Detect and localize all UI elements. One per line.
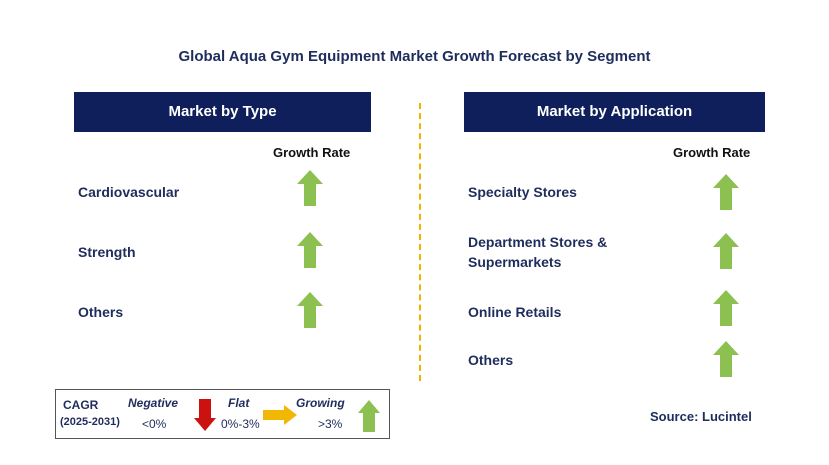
type-label-others: Others xyxy=(78,304,124,320)
application-label-line: Department Stores & xyxy=(468,234,608,250)
page-title: Global Aqua Gym Equipment Market Growth … xyxy=(178,48,651,65)
cagr-legend: CAGR (2025-2031) Negative <0% Flat 0%-3%… xyxy=(55,389,390,439)
legend-growing-label: Growing xyxy=(296,396,345,410)
right-growth-rate-label: Growth Rate xyxy=(673,145,751,160)
application-label-line: Supermarkets xyxy=(468,254,562,270)
up-arrow-icon xyxy=(713,341,739,377)
type-label-strength: Strength xyxy=(78,244,136,260)
up-arrow-icon xyxy=(713,233,739,269)
right-arrow-icon xyxy=(263,405,297,425)
up-arrow-icon xyxy=(297,232,323,268)
market-by-application-header: Market by Application xyxy=(464,92,765,132)
up-arrow-icon xyxy=(713,174,739,210)
legend-flat-label: Flat xyxy=(228,396,250,410)
left-growth-rate-label: Growth Rate xyxy=(273,145,351,160)
up-arrow-icon xyxy=(713,290,739,326)
legend-cagr-label: CAGR xyxy=(63,398,99,412)
application-label-department-stores: Department Stores & Supermarkets xyxy=(468,232,607,272)
legend-flat-range: 0%-3% xyxy=(221,417,260,431)
source-note: Source: Lucintel xyxy=(650,409,752,424)
application-label-online-retails: Online Retails xyxy=(468,304,562,320)
panel-divider xyxy=(419,103,421,381)
legend-growing-range: >3% xyxy=(318,417,343,431)
application-label-specialty-stores: Specialty Stores xyxy=(468,184,577,200)
legend-negative-range: <0% xyxy=(142,417,167,431)
legend-negative-label: Negative xyxy=(128,396,179,410)
up-arrow-icon xyxy=(297,292,323,328)
up-arrow-icon xyxy=(358,400,380,432)
type-label-cardiovascular: Cardiovascular xyxy=(78,184,180,200)
market-by-type-header: Market by Type xyxy=(74,92,371,132)
application-label-others: Others xyxy=(468,352,514,368)
legend-period: (2025-2031) xyxy=(60,416,120,428)
down-arrow-icon xyxy=(194,399,216,431)
up-arrow-icon xyxy=(297,170,323,206)
